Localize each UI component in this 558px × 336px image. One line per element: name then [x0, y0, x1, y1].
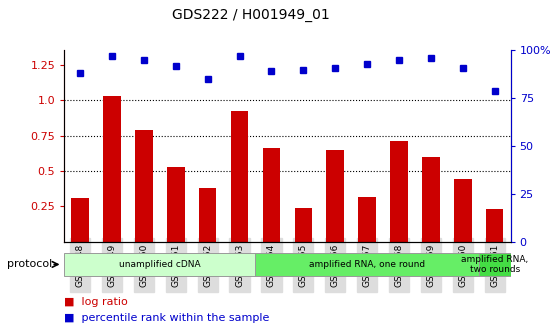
Bar: [358, 197, 376, 242]
Bar: [167, 167, 185, 242]
Text: GDS222 / H001949_01: GDS222 / H001949_01: [172, 8, 330, 23]
Text: ■  log ratio: ■ log ratio: [64, 297, 128, 307]
Bar: [390, 141, 408, 242]
Bar: [71, 198, 89, 242]
Bar: [295, 208, 312, 242]
Text: amplified RNA,
two rounds: amplified RNA, two rounds: [461, 255, 528, 274]
Bar: [231, 112, 248, 242]
Bar: [326, 150, 344, 242]
Bar: [422, 157, 440, 242]
Text: protocol: protocol: [7, 259, 52, 269]
Bar: [103, 96, 121, 242]
Text: amplified RNA, one round: amplified RNA, one round: [309, 260, 425, 269]
Text: ■  percentile rank within the sample: ■ percentile rank within the sample: [64, 312, 270, 323]
Bar: [64, 253, 256, 276]
Bar: [454, 179, 472, 242]
Bar: [199, 188, 217, 242]
Bar: [256, 253, 479, 276]
Bar: [479, 253, 511, 276]
Bar: [263, 148, 280, 242]
Bar: [135, 130, 153, 242]
Text: unamplified cDNA: unamplified cDNA: [119, 260, 201, 269]
Bar: [486, 209, 503, 242]
